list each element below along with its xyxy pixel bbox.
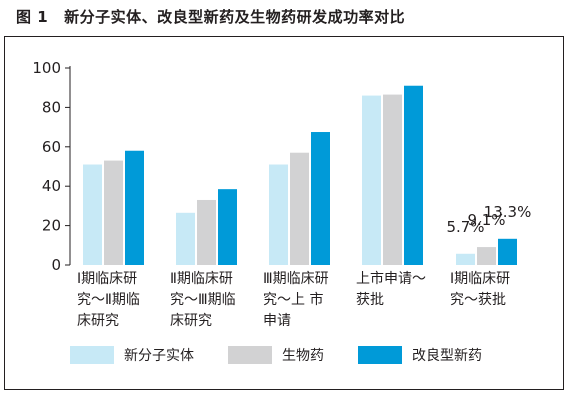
bar: [83, 164, 102, 265]
y-tick-label: 80: [42, 98, 61, 116]
figure-title: 图 1 新分子实体、改良型新药及生物药研发成功率对比: [8, 6, 405, 27]
x-category-label: Ⅱ期临床研: [170, 271, 233, 287]
figure-title-text: 新分子实体、改良型新药及生物药研发成功率对比: [64, 8, 406, 26]
x-category-label: 申请: [263, 313, 291, 329]
bar: [197, 199, 216, 265]
bar: [125, 150, 144, 265]
x-category-label: 究～Ⅱ期临: [77, 292, 140, 308]
bar: [311, 132, 330, 265]
x-category-label: 上市申请～: [356, 270, 426, 287]
x-category-label: 床研究: [170, 313, 212, 329]
data-label: 9.1%: [467, 211, 505, 229]
data-label: 13.3%: [484, 203, 532, 221]
bar: [104, 160, 123, 265]
legend-item-improved-new-drug: 改良型新药: [358, 345, 482, 365]
x-category-label: 获批: [356, 292, 384, 308]
legend-label: 生物药: [282, 348, 324, 364]
y-tick-label: 100: [32, 59, 61, 77]
x-category-label: Ⅲ期临床研: [263, 271, 329, 287]
legend-swatch: [358, 346, 402, 364]
bar: [269, 164, 288, 265]
legend-label: 改良型新药: [412, 348, 482, 364]
bar: [498, 238, 517, 265]
x-category-label: 究～上 市: [263, 291, 323, 308]
x-category-label: 床研究: [77, 313, 119, 329]
bar: [176, 212, 195, 265]
bar: [362, 95, 381, 265]
data-label: 5.7%: [446, 218, 484, 236]
x-category-label: 究～Ⅲ期临: [170, 292, 236, 308]
bar: [456, 253, 475, 265]
bar: [404, 85, 423, 265]
figure-number: 图 1: [16, 8, 49, 26]
bar: [290, 152, 309, 265]
y-tick-label: 40: [42, 177, 61, 195]
legend-swatch: [228, 346, 272, 364]
bar: [383, 94, 402, 265]
legend-item-new-molecular-entity: 新分子实体: [70, 345, 194, 365]
legend-swatch: [70, 346, 114, 364]
legend-item-biologics: 生物药: [228, 345, 324, 365]
y-tick-label: 60: [42, 138, 61, 156]
legend: 新分子实体 生物药 改良型新药: [70, 345, 516, 365]
legend-label: 新分子实体: [124, 348, 194, 364]
y-tick-label: 0: [51, 256, 61, 274]
y-tick-label: 20: [42, 217, 61, 235]
x-category-label: Ⅰ期临床研: [77, 271, 137, 287]
chart-frame: [4, 36, 564, 390]
x-category-label: 究～获批: [450, 292, 506, 308]
bar: [477, 247, 496, 265]
bar: [218, 189, 237, 265]
x-category-label: Ⅰ期临床研: [450, 271, 510, 287]
